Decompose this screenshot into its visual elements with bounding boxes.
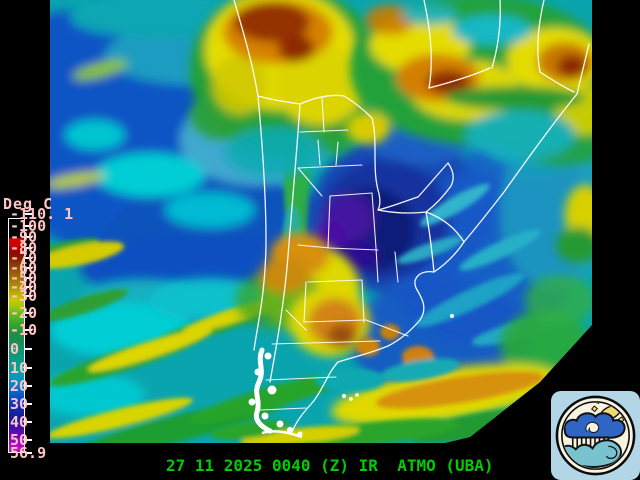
cloudfield-center-south-cell <box>235 233 370 356</box>
scale-tick-label: 30 <box>10 395 29 413</box>
timestamp-text: 27 11 2025 0040 (Z) IR ATMO (UBA) <box>166 456 494 475</box>
cloud-icon <box>563 412 626 439</box>
scale-unit-label: Deg C <box>3 195 54 213</box>
scale-tick-label: 40 <box>10 413 29 431</box>
scale-tick-label: 56.9 <box>10 444 47 462</box>
cloudfield-north-convection <box>190 0 380 177</box>
scale-tick-mark <box>25 247 32 249</box>
scale-tick-label: 10 <box>10 359 29 377</box>
temperature-colorbar <box>8 218 25 453</box>
scale-tick-mark <box>25 312 32 314</box>
scale-tick-label: -30 <box>10 287 38 305</box>
scale-tick-mark <box>25 286 32 288</box>
province-borders <box>259 97 409 411</box>
scale-tick-mark <box>25 213 32 215</box>
scale-tick-mark <box>25 421 32 423</box>
cloudfield-northeast <box>346 0 592 263</box>
scale-tick-mark <box>25 295 32 297</box>
temperature-scale: Deg C -110. 1 -100 -90 -80 -70 -60 -50 -40 -30 -2… <box>0 0 73 480</box>
scale-tick-label: -40 <box>10 278 38 296</box>
scale-tick-label: 0 <box>10 340 20 358</box>
scale-tick-mark <box>25 257 32 259</box>
atmo-uba-logo <box>551 391 640 480</box>
scale-tick-mark <box>25 403 32 405</box>
scale-tick-label: -110. 1 <box>10 205 74 223</box>
scale-tick-mark <box>25 329 32 331</box>
scale-tick-label: -10 <box>10 321 38 339</box>
scale-tick-mark <box>25 367 32 369</box>
scale-tick-label: -50 <box>10 269 38 287</box>
scale-tick-label: -80 <box>10 239 38 257</box>
scale-tick-label: -90 <box>10 228 38 246</box>
scale-tick-mark <box>25 439 32 441</box>
scale-tick-mark <box>25 267 32 269</box>
scale-tick-mark <box>25 277 32 279</box>
scale-tick-mark <box>25 348 32 350</box>
scale-tick-label: -100 <box>10 217 47 235</box>
logo-inner-ring <box>561 401 630 470</box>
country-borders <box>233 0 590 433</box>
scale-tick-label: -70 <box>10 249 38 267</box>
scale-tick-label: -60 <box>10 259 38 277</box>
cloudfield-southwest-streaks <box>50 238 430 443</box>
scale-tick-mark <box>25 385 32 387</box>
wave-icon <box>562 439 622 468</box>
scale-tick-label: -20 <box>10 304 38 322</box>
patagonia-coastline <box>248 314 454 439</box>
scale-tick-mark <box>25 452 32 454</box>
scale-tick-label: 20 <box>10 377 29 395</box>
scale-tick-mark <box>25 225 32 227</box>
scale-tick-label: 50 <box>10 431 29 449</box>
scale-tick-mark <box>25 236 32 238</box>
